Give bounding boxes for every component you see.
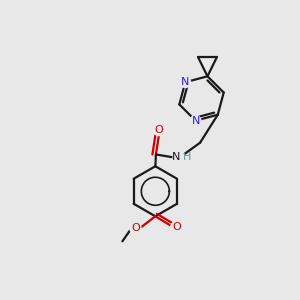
Text: N: N xyxy=(191,116,200,126)
Text: O: O xyxy=(172,222,181,232)
Circle shape xyxy=(190,116,201,126)
Circle shape xyxy=(173,152,185,164)
Circle shape xyxy=(130,223,141,234)
Circle shape xyxy=(180,77,190,88)
Text: O: O xyxy=(131,223,140,233)
Text: H: H xyxy=(183,152,191,162)
Text: N: N xyxy=(172,152,181,162)
Circle shape xyxy=(154,125,164,136)
Circle shape xyxy=(171,222,182,233)
Text: N: N xyxy=(181,77,190,87)
Text: O: O xyxy=(154,125,163,135)
